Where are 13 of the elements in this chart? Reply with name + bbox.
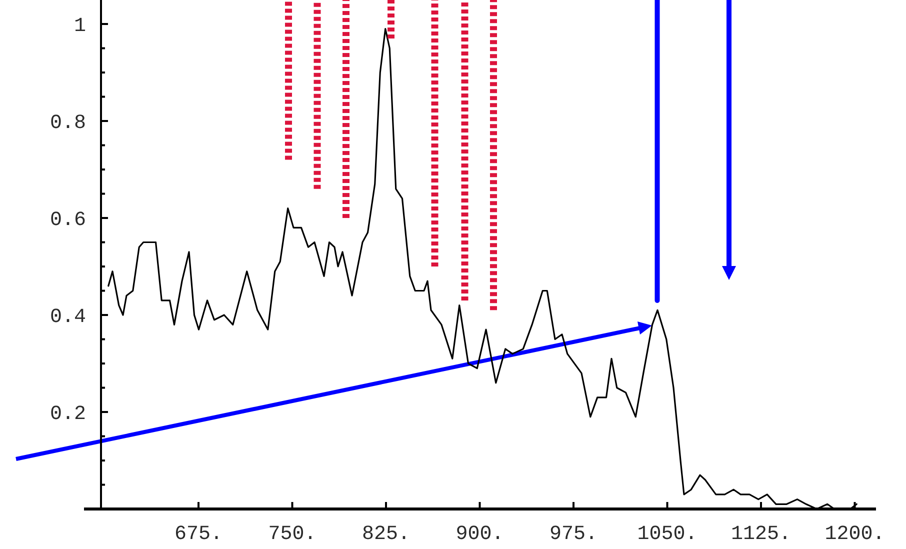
y-tick-label: 0.4 <box>50 306 86 329</box>
x-tick-label: 1200. <box>824 523 885 546</box>
x-tick-label: 1125. <box>730 523 792 546</box>
x-tick-label: 675. <box>174 523 223 546</box>
x-tick-label: 1050. <box>637 523 698 546</box>
x-tick-label: 825. <box>362 523 410 546</box>
x-tick-label: 750. <box>268 523 316 546</box>
y-tick-label: 0.8 <box>50 112 86 135</box>
y-tick-label: 1 <box>74 15 86 38</box>
y-tick-label: 0.2 <box>50 403 86 426</box>
y-tick-label: 0.6 <box>50 209 86 232</box>
x-tick-label: 900. <box>456 523 504 546</box>
x-tick-label: 975. <box>549 523 598 546</box>
